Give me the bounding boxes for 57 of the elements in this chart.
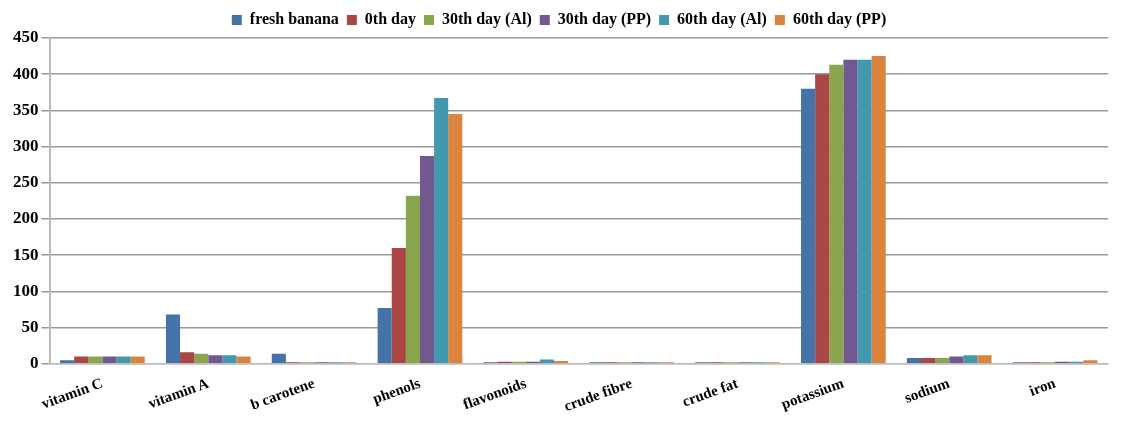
legend-label: 0th day [364, 10, 416, 29]
bar [554, 360, 569, 364]
bar [60, 360, 75, 364]
bar [801, 88, 816, 364]
bar [843, 59, 858, 364]
x-tick-label: sodium [902, 374, 953, 406]
x-tick-label: crude fat [679, 374, 740, 410]
y-tick-label: 250 [13, 172, 39, 192]
y-tick-label: 350 [13, 99, 39, 119]
bar [977, 355, 992, 364]
bar [539, 359, 555, 364]
bar [949, 356, 964, 364]
x-tick-label: b carotene [248, 374, 317, 413]
bar [88, 356, 103, 364]
bar [180, 352, 195, 364]
bar [434, 98, 449, 364]
bar [165, 314, 181, 364]
bar [815, 74, 830, 364]
y-tick-label: 300 [13, 136, 39, 155]
bar [194, 353, 209, 364]
x-tick-label: vitamin C [39, 374, 105, 412]
bar [391, 247, 406, 364]
bar [448, 114, 463, 364]
y-tick-label: 200 [13, 208, 39, 228]
y-tick-label: 0 [30, 353, 39, 373]
bar [871, 56, 886, 364]
bar [74, 356, 89, 364]
y-tick-label: 50 [21, 317, 39, 337]
bar [906, 358, 921, 364]
bar [829, 64, 844, 364]
bar [102, 356, 117, 364]
bar [935, 358, 950, 364]
bar [1083, 360, 1098, 364]
bar [377, 308, 392, 364]
bar [921, 358, 936, 364]
bar [271, 353, 286, 364]
bar [236, 356, 251, 364]
bar [222, 355, 237, 364]
y-tick-label: 100 [13, 280, 39, 300]
y-tick-label: 150 [13, 244, 39, 264]
y-tick-label: 450 [13, 27, 39, 47]
bar [116, 356, 131, 364]
legend-label: 60th day (Al) [677, 10, 767, 29]
y-tick-label: 400 [13, 63, 39, 83]
bar [208, 355, 223, 364]
bar [405, 195, 420, 364]
bar [130, 356, 145, 364]
x-tick-label: crude fibre [561, 374, 635, 415]
x-tick-label: iron [1027, 374, 1059, 399]
bar [857, 59, 872, 364]
legend-label: 30th day (Al) [441, 10, 532, 29]
legend-label: fresh banana [249, 10, 339, 28]
x-tick-label: vitamin A [146, 374, 211, 412]
legend-label: 30th day (PP) [557, 10, 652, 29]
legend-label: 60th day (PP) [792, 10, 887, 29]
bar [963, 355, 978, 364]
bar [419, 156, 435, 364]
